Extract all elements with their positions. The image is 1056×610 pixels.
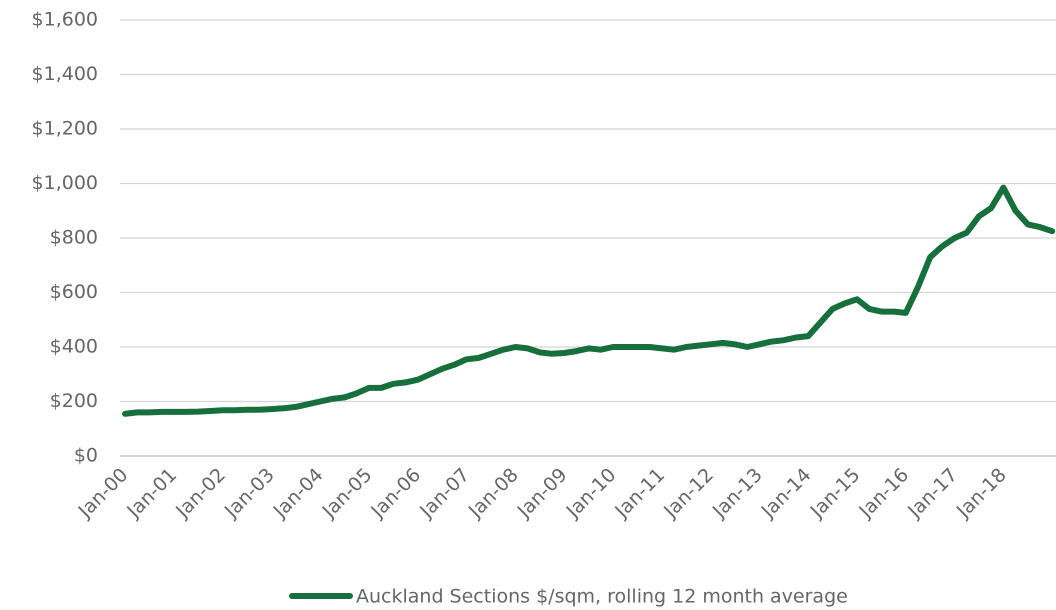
x-tick-label: Jan-13 [708,464,767,523]
x-tick-label: Jan-08 [464,464,523,523]
x-tick-label: Jan-15 [806,464,865,523]
x-tick-label: Jan-07 [415,464,474,523]
x-tick-label: Jan-03 [220,464,279,523]
x-tick-label: Jan-10 [562,464,621,523]
y-tick-label: $0 [74,445,98,467]
data-line [122,184,1056,417]
x-tick-label: Jan-14 [757,464,816,523]
y-tick-label: $1,000 [32,172,98,194]
y-tick-label: $400 [50,336,98,358]
x-tick-label: Jan-17 [903,464,962,523]
x-tick-label: Jan-16 [854,464,913,523]
x-tick-label: Jan-05 [318,464,377,523]
x-tick-label: Jan-09 [513,464,572,523]
x-tick-label: Jan-11 [610,464,669,523]
x-tick-label: Jan-18 [952,464,1011,523]
x-tick-label: Jan-01 [122,464,181,523]
x-tick-label: Jan-00 [74,464,133,523]
y-tick-label: $600 [50,281,98,303]
x-tick-label: Jan-06 [366,464,425,523]
y-tick-label: $200 [50,390,98,412]
y-tick-label: $1,400 [32,63,98,85]
legend-label: Auckland Sections $/sqm, rolling 12 mont… [356,586,848,608]
x-tick-label: Jan-02 [171,464,230,523]
y-tick-label: $1,600 [32,9,98,31]
y-tick-label: $800 [50,227,98,249]
y-tick-label: $1,200 [32,118,98,140]
x-tick-label: Jan-12 [659,464,718,523]
x-tick-label: Jan-04 [269,464,328,523]
